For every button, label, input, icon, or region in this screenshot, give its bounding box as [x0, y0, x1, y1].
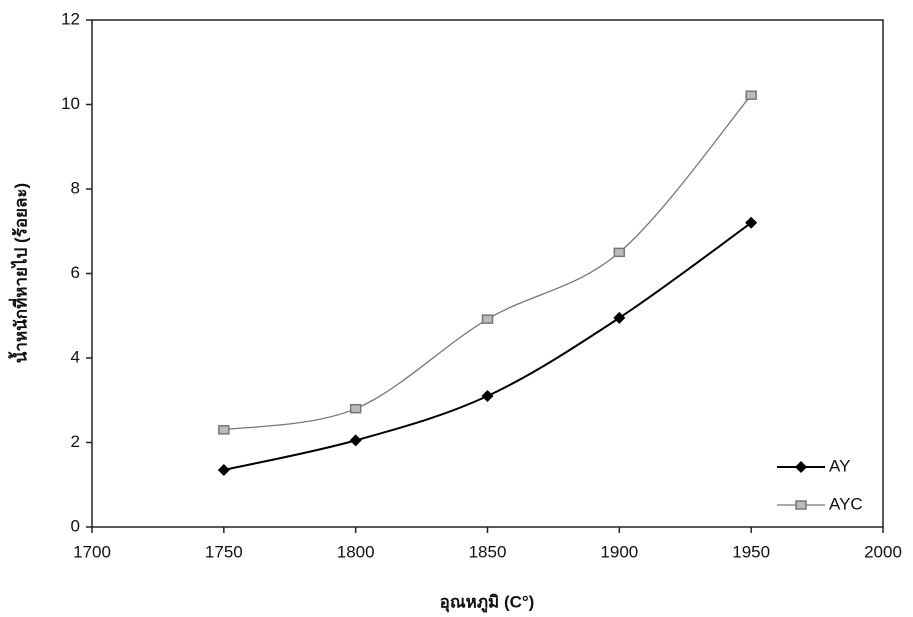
- legend-label: AYC: [829, 494, 863, 513]
- marker: [613, 311, 626, 324]
- y-tick-label: 4: [71, 347, 80, 366]
- plot-frame: [91, 19, 884, 528]
- x-axis-title: อุณหภูมิ (C°): [440, 592, 535, 613]
- x-tick-label: 1850: [469, 542, 507, 561]
- y-tick-label: 0: [71, 516, 80, 535]
- x-tick-label: 1700: [73, 542, 111, 561]
- y-tick-label: 12: [61, 9, 80, 28]
- series-line: [223, 94, 752, 431]
- marker: [745, 90, 757, 100]
- series-line: [223, 221, 752, 471]
- marker: [217, 463, 230, 476]
- marker: [481, 390, 494, 403]
- y-tick-label: 2: [71, 432, 80, 451]
- x-tick-label: 1900: [600, 542, 638, 561]
- y-tick-label: 10: [61, 94, 80, 113]
- legend-marker: [795, 500, 807, 510]
- x-tick-label: 2000: [864, 542, 902, 561]
- marker: [349, 434, 362, 447]
- marker: [745, 216, 758, 229]
- y-tick-label: 6: [71, 263, 80, 282]
- x-tick-label: 1800: [337, 542, 375, 561]
- marker: [613, 247, 626, 258]
- y-tick-label: 8: [71, 178, 80, 197]
- legend-label: AY: [829, 456, 850, 475]
- legend-marker: [795, 461, 807, 473]
- marker: [481, 314, 494, 324]
- y-axis-title: น้ำหนักที่หายไป (ร้อยละ): [7, 183, 30, 363]
- marker: [349, 403, 362, 414]
- marker: [218, 425, 230, 435]
- x-tick-label: 1750: [205, 542, 243, 561]
- x-tick-label: 1950: [732, 542, 770, 561]
